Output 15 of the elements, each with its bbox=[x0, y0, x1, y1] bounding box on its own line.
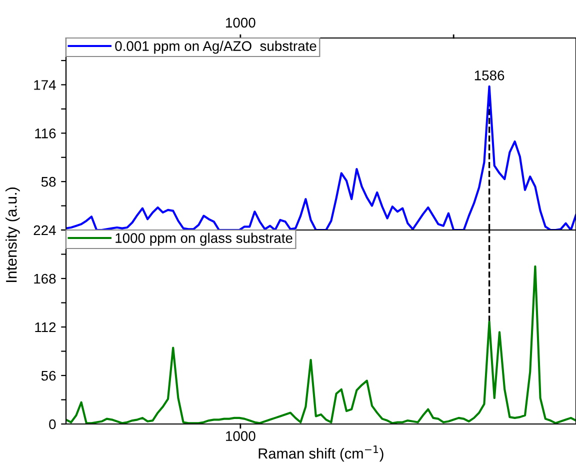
y-axis-title: Intensity (a.u.) bbox=[6, 188, 20, 282]
text: 1000 bbox=[226, 18, 256, 28]
legend-label: 1000 ppm on glass substrate bbox=[116, 232, 292, 246]
y-tick-label: 174 bbox=[34, 80, 56, 90]
x-axis-title: Raman shift (cm$^{−1}$) bbox=[258, 446, 384, 462]
y-tick-label: 112 bbox=[35, 322, 56, 332]
y-tick-label: 58 bbox=[41, 176, 56, 187]
text: 1000 bbox=[226, 431, 256, 441]
y-tick-label: 56 bbox=[41, 370, 56, 381]
y-tick-label: 168 bbox=[34, 274, 56, 284]
legend-label: 0.001 ppm on Ag/AZO substrate bbox=[115, 40, 316, 54]
y-tick-label: 116 bbox=[35, 128, 56, 138]
y-tick-label: 0 bbox=[49, 419, 56, 430]
annotation: 1586 bbox=[474, 70, 504, 80]
y-tick-label: 224 bbox=[34, 225, 56, 236]
